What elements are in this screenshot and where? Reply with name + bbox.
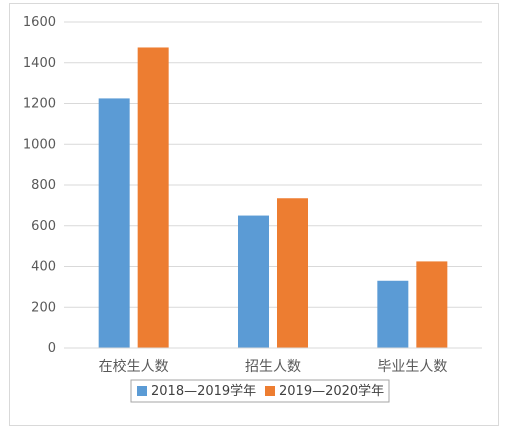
legend-box [130, 379, 390, 403]
bar-2-2 [277, 198, 308, 348]
bar-1-1 [98, 98, 130, 348]
y-tick-label: 600 [31, 219, 56, 234]
bars [98, 47, 448, 348]
y-tick-label: 1400 [23, 56, 56, 71]
gridlines [64, 21, 482, 308]
y-tick-label: 1200 [23, 97, 56, 112]
legend-swatch [137, 386, 147, 396]
y-tick-label: 800 [31, 178, 56, 193]
bar-1-2 [238, 215, 269, 348]
y-axis-ticks: 0 200 400 600 800 1000 1200 1400 1600 [23, 15, 56, 356]
y-tick-label: 400 [31, 260, 56, 275]
legend-swatch [265, 386, 275, 396]
bar-1-3 [377, 280, 409, 348]
y-tick-label: 200 [31, 300, 56, 315]
y-tick-label: 1600 [23, 15, 56, 30]
category-label: 毕业生人数 [377, 359, 447, 375]
category-labels: 在校生人数 招生人数 毕业生人数 [99, 358, 448, 375]
category-label: 在校生人数 [99, 358, 169, 375]
y-tick-label: 0 [48, 341, 56, 356]
chart-frame [9, 3, 499, 426]
category-label: 招生人数 [245, 359, 301, 375]
y-tick-label: 1000 [23, 137, 56, 152]
legend-label: 2018—2019学年 [151, 383, 256, 399]
bar-2-1 [137, 47, 169, 348]
bar-2-3 [416, 261, 448, 348]
legend: 2018—2019学年 2019—2020学年 [130, 379, 390, 403]
legend-label: 2019—2020学年 [279, 383, 384, 399]
